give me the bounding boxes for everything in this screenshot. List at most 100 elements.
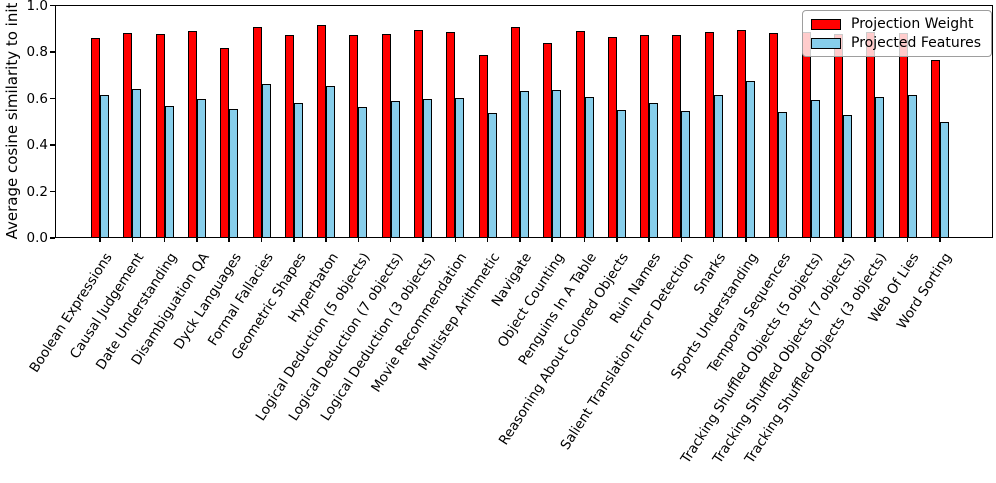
bar-projected-features (229, 109, 239, 238)
bar-projected-features (100, 95, 109, 238)
bar-projection-weight (801, 32, 811, 238)
bar-projected-features (196, 99, 206, 238)
x-tick-mark (293, 238, 295, 242)
bar-projected-features (810, 100, 820, 238)
x-tick-mark (745, 238, 747, 242)
legend-label: Projected Features (851, 35, 982, 51)
plot-area (55, 5, 993, 238)
bar-projected-features (261, 84, 271, 238)
legend-label: Projection Weight (851, 16, 974, 32)
y-tick-mark (50, 144, 55, 146)
bar-projected-features (164, 106, 174, 238)
bar-projection-weight (640, 35, 650, 238)
bar-projection-weight (510, 27, 520, 238)
legend-swatch-blue (811, 37, 841, 49)
bar-projected-features (681, 111, 691, 238)
x-tick-mark (196, 238, 198, 242)
bar-projection-weight (349, 35, 359, 238)
bar-projection-weight (446, 32, 456, 238)
bar-projected-features (842, 115, 852, 238)
bar-projection-weight (91, 38, 100, 238)
legend-entry: Projection Weight (811, 16, 983, 32)
y-axis-label: Average cosine similarity to init (3, 2, 21, 240)
x-tick-mark (454, 238, 457, 242)
bar-projection-weight (381, 34, 391, 238)
x-tick-mark (906, 238, 909, 242)
x-tick-mark (325, 238, 327, 242)
y-tick-mark (50, 237, 55, 239)
legend: Projection Weight Projected Features (802, 10, 992, 57)
bar-projected-features (907, 95, 917, 238)
bar-projected-features (423, 99, 432, 238)
x-tick-mark (809, 238, 812, 242)
legend-swatch-red (811, 18, 841, 30)
bar-projection-weight (672, 35, 682, 238)
x-tick-mark (228, 238, 230, 242)
bar-projection-weight (769, 33, 779, 238)
bar-projected-features (519, 91, 529, 238)
bar-projection-weight (317, 25, 327, 238)
y-tick-label: 0.6 (26, 90, 48, 107)
y-tick-label: 0.0 (26, 230, 48, 246)
bar-projection-weight (284, 35, 294, 238)
bar-projected-features (584, 97, 594, 238)
bar-projection-weight (704, 32, 714, 238)
x-tick-mark (519, 238, 521, 242)
bar-projection-weight (575, 31, 585, 238)
y-tick-label: 0.2 (26, 183, 48, 200)
bar-projected-features (358, 107, 368, 238)
bar-projection-weight (478, 55, 488, 238)
x-tick-mark (357, 238, 360, 242)
bar-projected-features (132, 89, 142, 238)
bar-projection-weight (607, 37, 617, 238)
x-tick-mark (648, 238, 650, 242)
y-tick-mark (50, 97, 55, 100)
bar-projected-features (939, 122, 949, 238)
x-tick-mark (551, 238, 553, 242)
x-tick-mark (389, 238, 392, 242)
y-tick-mark (50, 190, 55, 193)
bar-projected-features (875, 97, 885, 238)
bar-projection-weight (543, 43, 553, 238)
bar-projected-features (326, 86, 336, 238)
x-tick-mark (260, 238, 263, 242)
bar-projected-features (649, 103, 659, 238)
x-tick-mark (680, 238, 683, 242)
bar-projected-features (778, 112, 788, 238)
bar-projection-weight (187, 31, 197, 238)
legend-entry: Projected Features (811, 35, 983, 51)
x-tick-mark (422, 238, 424, 242)
y-tick-label: 0.4 (26, 137, 48, 154)
bar-projection-weight (866, 32, 876, 238)
bar-projection-weight (898, 33, 908, 238)
x-tick-mark (939, 238, 941, 242)
bar-projected-features (616, 110, 626, 238)
bar-projection-weight (123, 33, 133, 238)
x-tick-mark (163, 238, 166, 242)
bar-projection-weight (155, 34, 165, 238)
x-tick-mark (99, 238, 101, 242)
y-tick-mark (50, 4, 55, 7)
bar-projection-weight (833, 34, 843, 238)
bar-projection-weight (930, 60, 940, 238)
bar-projected-features (390, 101, 400, 238)
bar-projected-features (746, 81, 755, 238)
bar-projection-weight (414, 30, 423, 238)
bar-projection-weight (737, 30, 746, 238)
bar-projected-features (293, 103, 303, 238)
x-tick-mark (486, 238, 489, 242)
x-tick-mark (777, 238, 780, 242)
x-tick-mark (616, 238, 618, 242)
x-tick-mark (583, 238, 586, 242)
x-tick-mark (842, 238, 844, 242)
bar-projection-weight (220, 48, 230, 238)
bar-projected-features (487, 113, 497, 238)
x-tick-mark (131, 238, 134, 242)
x-tick-mark (874, 238, 876, 242)
x-tick-mark (712, 238, 715, 242)
y-tick-label: 1.0 (26, 0, 48, 14)
y-tick-label: 0.8 (26, 44, 48, 61)
y-tick-mark (50, 51, 55, 53)
bar-projection-weight (252, 27, 262, 238)
